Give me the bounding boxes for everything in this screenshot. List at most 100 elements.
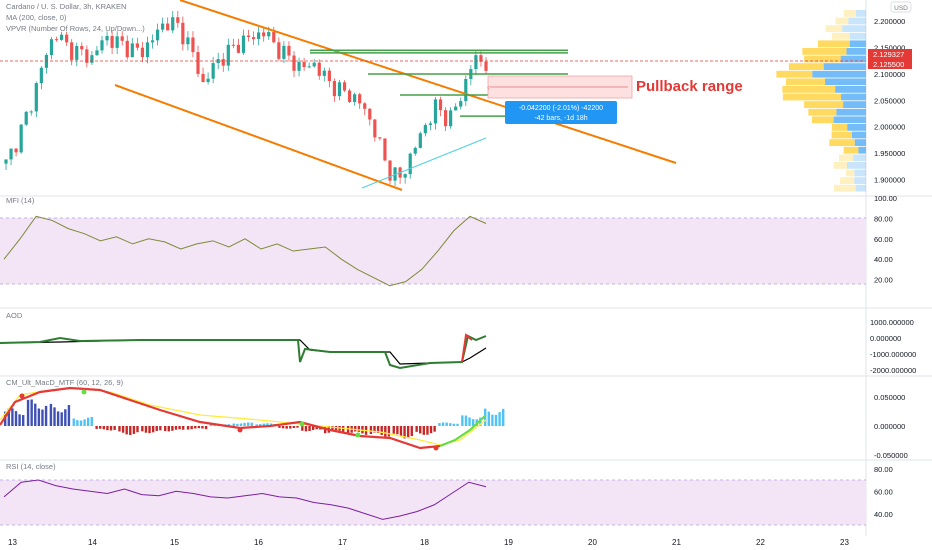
candle-body bbox=[418, 133, 422, 148]
volume-profile-bar-up bbox=[849, 40, 866, 48]
macd-histogram-bar bbox=[86, 417, 90, 426]
candle-body bbox=[201, 73, 205, 83]
pullback-range-label: Pullback range bbox=[636, 78, 743, 95]
mfi-tick-label: 60.00 bbox=[874, 235, 893, 244]
time-tick-label: 14 bbox=[88, 538, 97, 547]
support-trendline[interactable] bbox=[361, 137, 487, 189]
rsi-tick-label: 60.00 bbox=[874, 487, 893, 496]
volume-profile-bar-up bbox=[812, 70, 866, 78]
channel-upper-line[interactable] bbox=[179, 0, 677, 164]
macd-cross-dot bbox=[19, 393, 25, 399]
volume-profile-bar-up bbox=[854, 139, 866, 146]
macd-histogram-bar bbox=[342, 426, 345, 432]
macd-histogram-bar bbox=[471, 419, 475, 426]
macd-panel[interactable] bbox=[0, 386, 505, 451]
price-tick-label: 2.200000 bbox=[874, 17, 905, 26]
aod-axis: 1000.000000 0.000000 -1000.000000 -2000.000… bbox=[870, 318, 916, 375]
macd-histogram-bar bbox=[491, 414, 494, 426]
macd-tick-label: 0.050000 bbox=[874, 393, 905, 402]
rsi-panel[interactable] bbox=[0, 479, 866, 526]
macd-cross-dot bbox=[299, 421, 305, 427]
secondary-price-badge bbox=[868, 59, 912, 69]
candle-body bbox=[479, 55, 483, 62]
currency-badge[interactable] bbox=[890, 1, 912, 13]
macd-histogram-bar bbox=[106, 426, 109, 431]
mfi-panel[interactable] bbox=[0, 215, 866, 287]
volume-profile-bar-up bbox=[851, 131, 866, 139]
macd-histogram-bar bbox=[113, 426, 116, 430]
volume-profile-bar-up bbox=[849, 32, 866, 40]
macd-histogram-bar bbox=[121, 426, 125, 433]
candle-body bbox=[322, 70, 326, 76]
candle-body bbox=[231, 44, 235, 46]
macd-histogram-bar bbox=[433, 426, 436, 432]
volume-profile-bar-up bbox=[854, 177, 866, 184]
candle-body bbox=[408, 153, 412, 175]
aod-black-line bbox=[0, 339, 487, 365]
macd-histogram-bar bbox=[227, 424, 231, 426]
macd-histogram-bar bbox=[289, 426, 292, 429]
macd-histogram-bar bbox=[354, 426, 357, 432]
volume-profile-bar-up bbox=[843, 101, 866, 108]
candle-body bbox=[317, 62, 321, 76]
candle-body bbox=[166, 23, 170, 31]
aod-panel[interactable] bbox=[0, 333, 487, 370]
volume-profile-bar-down bbox=[817, 40, 850, 48]
macd-histogram-bar bbox=[292, 426, 296, 429]
candle-body bbox=[383, 138, 387, 161]
rsi-line bbox=[3, 479, 487, 520]
channel-lower-line[interactable] bbox=[114, 84, 403, 191]
macd-histogram-bar bbox=[148, 426, 151, 434]
vpvr-legend[interactable]: VPVR (Number Of Rows, 24, Up/Down...) bbox=[6, 24, 145, 33]
candle-body bbox=[155, 29, 160, 41]
candle-body bbox=[216, 59, 220, 64]
candle-body bbox=[484, 61, 488, 71]
mfi-panel-label: MFI (14) bbox=[6, 196, 35, 205]
candle-body bbox=[171, 17, 175, 31]
macd-histogram-bar bbox=[155, 426, 158, 431]
macd-histogram-bar bbox=[83, 419, 86, 426]
macd-histogram-bar bbox=[266, 423, 269, 426]
macd-histogram-bar bbox=[369, 426, 373, 435]
macd-histogram-bar bbox=[456, 423, 459, 426]
rsi-tick-label: 40.00 bbox=[874, 510, 893, 519]
macd-histogram-bar bbox=[144, 426, 148, 433]
candle-body bbox=[226, 44, 230, 66]
volume-profile-bar-down bbox=[831, 131, 852, 139]
macd-histogram-bar bbox=[468, 417, 471, 426]
macd-histogram-bar bbox=[502, 408, 505, 426]
macd-histogram-bar bbox=[95, 426, 98, 429]
symbol-legend[interactable]: Cardano / U. S. Dollar, 3h, KRAKEN bbox=[6, 2, 127, 11]
candle-body bbox=[449, 110, 453, 127]
macd-panel-label: CM_Ult_MacD_MTF (60, 12, 26, 9) bbox=[6, 378, 124, 387]
candle-body bbox=[29, 111, 33, 113]
macd-histogram-bar bbox=[399, 426, 403, 437]
candle-body bbox=[9, 148, 13, 160]
aod-red-segment bbox=[461, 333, 473, 363]
price-tick-label: 1.900000 bbox=[874, 175, 905, 184]
macd-histogram-bar bbox=[190, 426, 193, 430]
candle-body bbox=[65, 34, 69, 43]
macd-histogram-bar bbox=[14, 411, 18, 426]
macd-histogram-bar bbox=[243, 422, 246, 426]
price-tick-label: 2.050000 bbox=[874, 96, 905, 105]
macd-histogram-bar bbox=[76, 420, 79, 426]
macd-histogram-bar bbox=[109, 426, 113, 431]
candle-body bbox=[403, 174, 407, 178]
candle-body bbox=[161, 23, 165, 30]
candle-body bbox=[221, 59, 225, 66]
candle-body bbox=[75, 46, 79, 60]
volume-profile-bar-down bbox=[831, 32, 850, 40]
candle-body bbox=[267, 32, 271, 37]
volume-profile-bar-down bbox=[804, 101, 844, 108]
volume-profile-bar-down bbox=[835, 17, 849, 25]
volume-profile-bar-up bbox=[833, 116, 866, 124]
ma-legend[interactable]: MA (200, close, 0) bbox=[6, 13, 67, 22]
candle-body bbox=[59, 34, 64, 40]
price-axis: 2.200000 2.150000 2.100000 2.050000 2.000000… bbox=[874, 17, 905, 184]
candle-body bbox=[145, 42, 150, 58]
candle-body bbox=[423, 124, 427, 134]
rsi-tick-label: 80.00 bbox=[874, 465, 893, 474]
downtrend-channel[interactable] bbox=[114, 0, 677, 191]
